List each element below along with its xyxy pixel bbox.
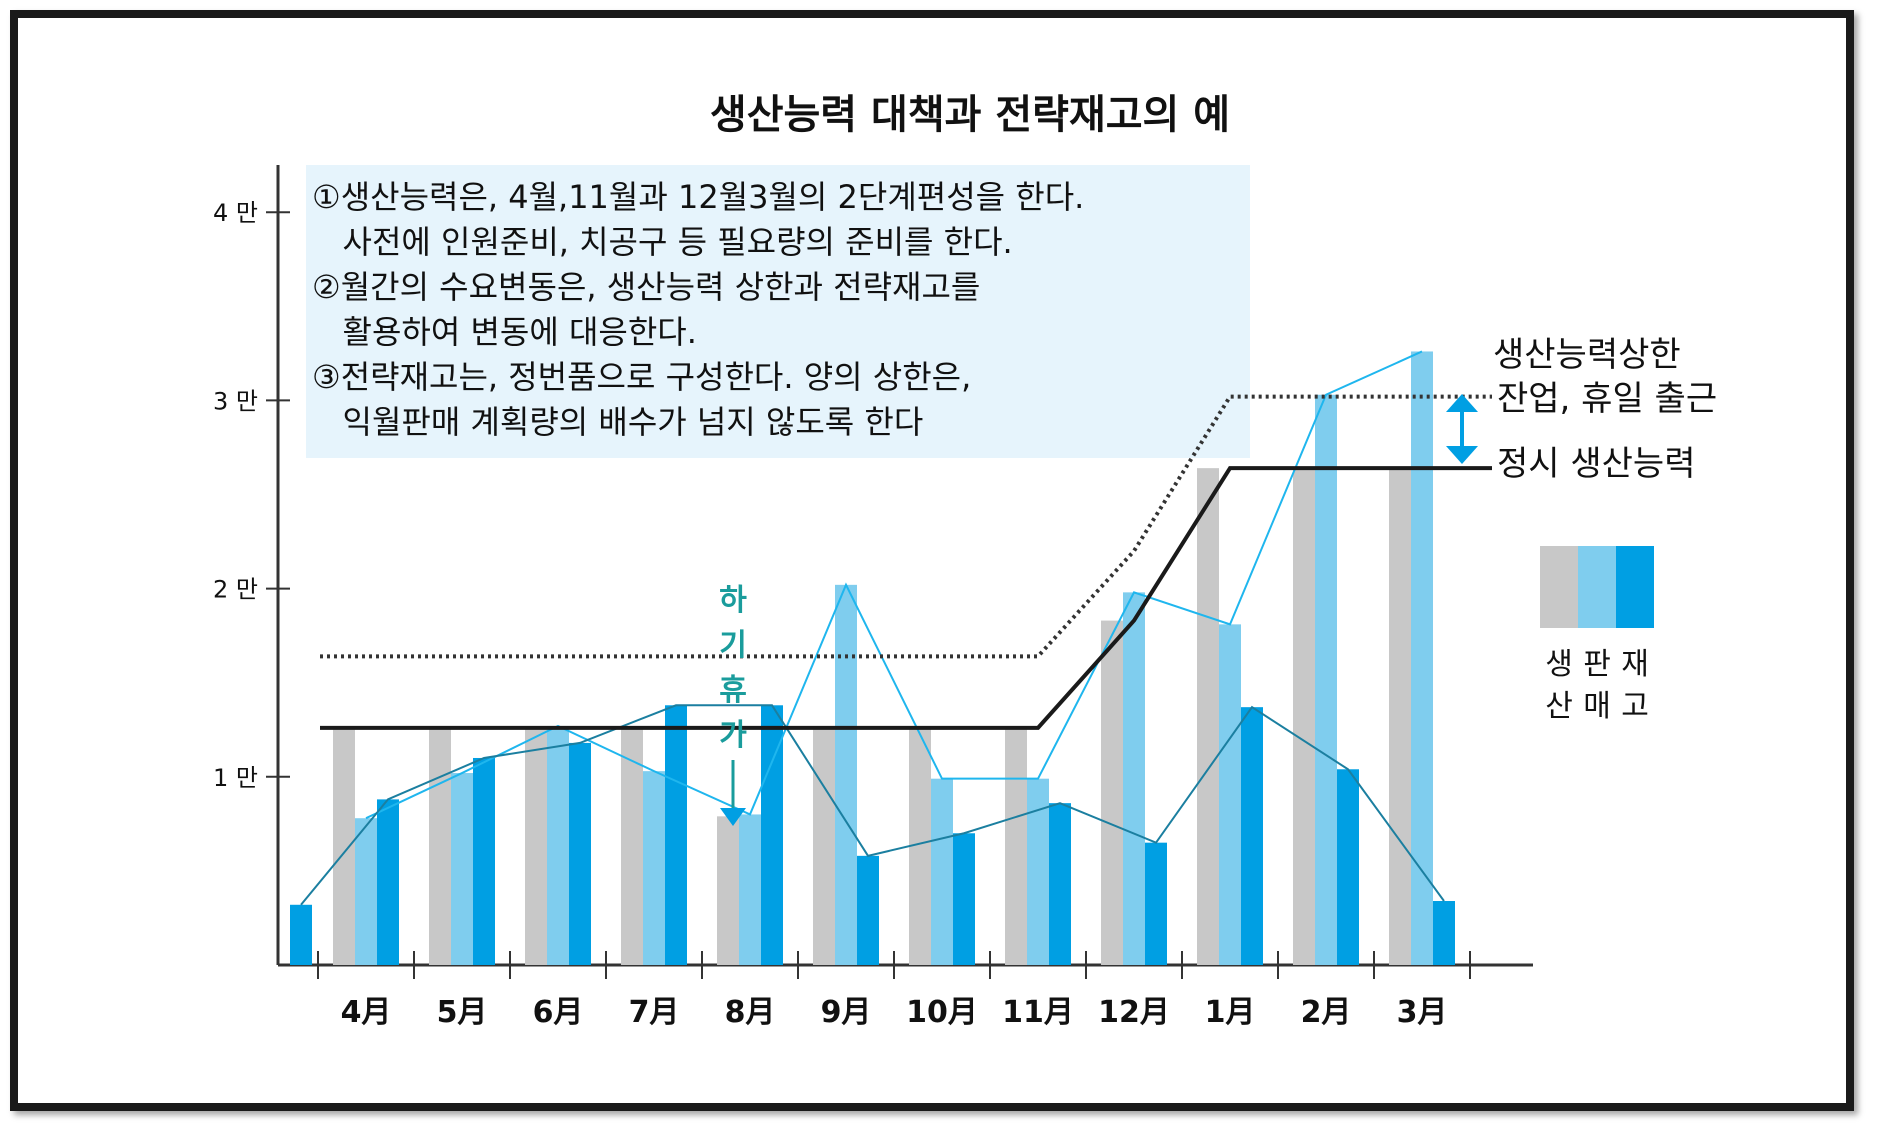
bar-initial-inventory [290,904,312,965]
bar-판매-4 [739,814,761,965]
vacation-char-3: 휴 [719,673,747,708]
y-tick-label: 3 만 [213,387,258,415]
bar-생산-3 [621,727,643,965]
bar-재고-9 [1241,707,1263,965]
y-tick-label: 4 만 [213,199,258,227]
bar-생산-1 [429,727,451,965]
bar-생산-5 [813,727,835,965]
bar-재고-1 [473,757,495,965]
upper-limit-label-1: 생산능력상한 [1493,335,1681,375]
bar-생산-4 [717,816,739,965]
legend-label-bottom-2: 고 [1621,689,1649,724]
x-tick-label: 2月 [1301,995,1352,1030]
x-tick-label: 9月 [821,995,872,1030]
bar-생산-9 [1197,468,1219,965]
note-line-3: ②월간의 수요변동은, 생산능력 상한과 전략재고를 [312,268,980,306]
x-tick-label: 1月 [1205,995,1256,1030]
upper-limit-label-2: 잔업, 휴일 출근 [1497,379,1717,419]
bar-생산-8 [1101,620,1123,965]
bar-생산-2 [525,727,547,965]
regular-capacity-label: 정시 생산능력 [1497,444,1696,484]
legend-swatch-판매 [1578,546,1616,628]
bar-생산-11 [1389,468,1411,965]
gap-arrow-head-up [1446,394,1478,412]
bar-재고-2 [569,742,591,965]
legend-label-top-2: 재 [1621,647,1649,682]
bar-재고-6 [953,833,975,965]
x-tick-label: 5月 [437,995,488,1030]
note-line-1: ①생산능력은, 4월,11월과 12월3월의 2단계편성을 한다. [312,178,1084,216]
legend-swatch-생산 [1540,546,1578,628]
bar-재고-11 [1433,901,1455,965]
x-tick-label: 11月 [1002,995,1074,1030]
bar-생산-6 [909,727,931,965]
note-line-4: 활용하여 변동에 대응한다. [312,313,697,351]
bar-생산-0 [333,727,355,965]
bar-판매-7 [1027,778,1049,965]
bars [290,351,1455,965]
note-line-5: ③전략재고는, 정번품으로 구성한다. 양의 상한은, [312,358,971,396]
bar-생산-7 [1005,727,1027,965]
bar-재고-7 [1049,803,1071,965]
vacation-char-2: 기 [719,628,747,663]
x-tick-label: 6月 [533,995,584,1030]
capacity-upper-limit-line [320,394,1492,659]
note-line-6: 익월판매 계획량의 배수가 넘지 않도록 한다 [312,403,923,441]
x-tick-label: 8月 [725,995,776,1030]
capacity-lines [320,394,1492,730]
bar-판매-11 [1411,351,1433,965]
bar-재고-8 [1145,842,1167,965]
bar-재고-5 [857,855,879,965]
x-tick-label: 3月 [1397,995,1448,1030]
legend-label-bottom-0: 산 [1545,689,1573,724]
series-lines [300,350,1445,906]
legend-label-bottom-1: 매 [1583,689,1611,724]
inventory-line [300,704,1445,906]
vacation-char-4: 가 [719,718,747,753]
y-axis: 1 만 2 만 3 만 4 만 [213,165,290,965]
regular-capacity-line [320,466,1492,730]
bar-재고-4 [761,705,783,965]
capacity-gap-arrow [1446,394,1478,464]
y-tick-label: 1 만 [213,764,258,792]
x-tick-label: 4月 [341,995,392,1030]
bar-재고-0 [377,799,399,965]
legend-label-top-1: 판 [1583,647,1611,682]
bar-판매-0 [355,818,377,965]
bar-판매-6 [931,778,953,965]
bar-재고-3 [665,705,687,965]
legend-swatch-재고 [1616,546,1654,628]
chart-title: 생산능력 대책과 전략재고의 예 [710,92,1230,138]
vacation-annotation: 하 기 휴 가 [719,583,747,826]
note-line-2: 사전에 인원준비, 치공구 등 필요량의 준비를 한다. [312,223,1013,261]
bar-판매-10 [1315,394,1337,965]
bar-재고-10 [1337,769,1359,965]
x-tick-label: 7月 [629,995,680,1030]
bar-판매-1 [451,773,473,965]
bar-생산-10 [1293,468,1315,965]
bar-판매-8 [1123,592,1145,965]
bar-판매-9 [1219,624,1241,965]
x-tick-label: 10月 [906,995,978,1030]
gap-arrow-head-down [1446,446,1478,464]
sales-line [365,350,1423,820]
notes: ①생산능력은, 4월,11월과 12월3월의 2단계편성을 한다. 사전에 인원… [312,178,1084,441]
vacation-char-1: 하 [719,583,747,618]
legend-label-top-0: 생 [1545,647,1573,682]
bar-판매-3 [643,771,665,965]
y-tick-label: 2 만 [213,576,258,604]
x-tick-label: 12月 [1098,995,1170,1030]
vacation-arrow-head [720,808,746,826]
bar-판매-5 [835,584,857,965]
bar-판매-2 [547,725,569,965]
notes-box [306,165,1250,458]
